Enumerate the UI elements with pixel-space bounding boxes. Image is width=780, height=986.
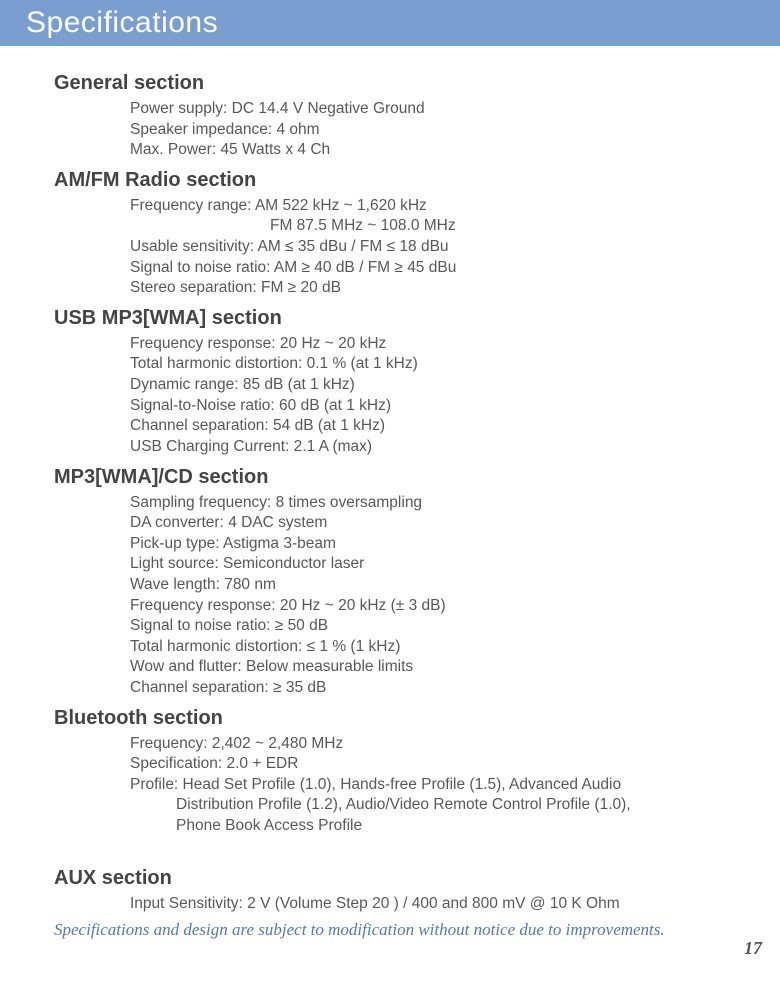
spec-line: Frequency range: AM 522 kHz ~ 1,620 kHz	[130, 196, 734, 217]
spec-list-general: Power supply: DC 14.4 V Negative Ground …	[130, 99, 734, 161]
heading-radio: AM/FM Radio section	[54, 169, 734, 192]
footer-note: Specifications and design are subject to…	[54, 920, 734, 940]
spec-line-cont: Distribution Profile (1.2), Audio/Video …	[130, 795, 734, 816]
spec-line: Frequency response: 20 Hz ~ 20 kHz	[130, 334, 734, 355]
section-radio: AM/FM Radio section Frequency range: AM …	[54, 169, 734, 299]
heading-cd: MP3[WMA]/CD section	[54, 466, 734, 489]
header-bar: Specifications	[0, 0, 780, 46]
section-aux: AUX section Input Sensitivity: 2 V (Volu…	[54, 867, 734, 915]
spec-line: Pick-up type: Astigma 3-beam	[130, 534, 734, 555]
spec-line: Stereo separation: FM ≥ 20 dB	[130, 278, 734, 299]
spec-list-aux: Input Sensitivity: 2 V (Volume Step 20 )…	[130, 894, 734, 915]
spec-line: Total harmonic distortion: 0.1 % (at 1 k…	[130, 354, 734, 375]
page-number: 17	[0, 938, 780, 959]
heading-aux: AUX section	[54, 867, 734, 890]
spec-line-cont: FM 87.5 MHz ~ 108.0 MHz	[130, 216, 734, 237]
spec-line: Channel separation: 54 dB (at 1 kHz)	[130, 416, 734, 437]
section-general: General section Power supply: DC 14.4 V …	[54, 72, 734, 161]
spec-list-radio: Frequency range: AM 522 kHz ~ 1,620 kHz …	[130, 196, 734, 299]
section-cd: MP3[WMA]/CD section Sampling frequency: …	[54, 466, 734, 699]
spec-line: Usable sensitivity: AM ≤ 35 dBu / FM ≤ 1…	[130, 237, 734, 258]
spec-line: Frequency: 2,402 ~ 2,480 MHz	[130, 734, 734, 755]
section-bluetooth: Bluetooth section Frequency: 2,402 ~ 2,4…	[54, 707, 734, 837]
spec-line: Wave length: 780 nm	[130, 575, 734, 596]
spec-line: Input Sensitivity: 2 V (Volume Step 20 )…	[130, 894, 734, 915]
spec-line: Speaker impedance: 4 ohm	[130, 120, 734, 141]
spec-line: DA converter: 4 DAC system	[130, 513, 734, 534]
spec-line: Wow and flutter: Below measurable limits	[130, 657, 734, 678]
heading-usb: USB MP3[WMA] section	[54, 307, 734, 330]
spec-line: Power supply: DC 14.4 V Negative Ground	[130, 99, 734, 120]
spec-line: Channel separation: ≥ 35 dB	[130, 678, 734, 699]
spec-line: Signal to noise ratio: AM ≥ 40 dB / FM ≥…	[130, 258, 734, 279]
spec-list-cd: Sampling frequency: 8 times oversampling…	[130, 493, 734, 699]
spec-line: Dynamic range: 85 dB (at 1 kHz)	[130, 375, 734, 396]
spec-line: Sampling frequency: 8 times oversampling	[130, 493, 734, 514]
spec-line: Frequency response: 20 Hz ~ 20 kHz (± 3 …	[130, 596, 734, 617]
spec-line: Profile: Head Set Profile (1.0), Hands-f…	[130, 775, 734, 796]
spec-line: Light source: Semiconductor laser	[130, 554, 734, 575]
page-title: Specifications	[26, 6, 218, 39]
spec-line: USB Charging Current: 2.1 A (max)	[130, 437, 734, 458]
spec-list-bluetooth: Frequency: 2,402 ~ 2,480 MHz Specificati…	[130, 734, 734, 837]
content: General section Power supply: DC 14.4 V …	[0, 46, 780, 940]
spec-line: Signal-to-Noise ratio: 60 dB (at 1 kHz)	[130, 396, 734, 417]
spec-list-usb: Frequency response: 20 Hz ~ 20 kHz Total…	[130, 334, 734, 458]
spec-line-cont: Phone Book Access Profile	[130, 816, 734, 837]
heading-general: General section	[54, 72, 734, 95]
spec-line: Specification: 2.0 + EDR	[130, 754, 734, 775]
section-usb: USB MP3[WMA] section Frequency response:…	[54, 307, 734, 458]
spec-line: Max. Power: 45 Watts x 4 Ch	[130, 140, 734, 161]
heading-bluetooth: Bluetooth section	[54, 707, 734, 730]
spec-line: Total harmonic distortion: ≤ 1 % (1 kHz)	[130, 637, 734, 658]
spec-line: Signal to noise ratio: ≥ 50 dB	[130, 616, 734, 637]
